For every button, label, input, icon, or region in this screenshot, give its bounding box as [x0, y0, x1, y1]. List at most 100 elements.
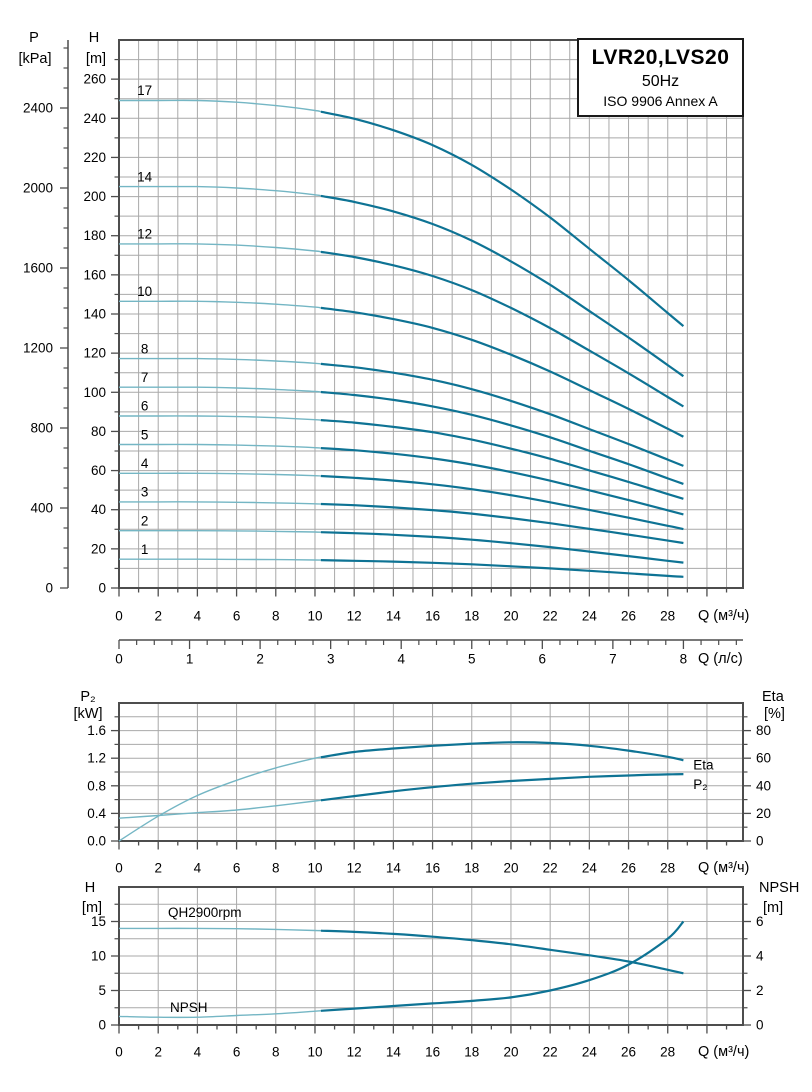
curve-P₂	[118, 773, 684, 819]
curves	[118, 99, 685, 578]
svg-text:800: 800	[30, 421, 53, 436]
svg-text:2: 2	[756, 983, 764, 998]
svg-text:P₂: P₂	[693, 777, 707, 792]
svg-text:18: 18	[464, 861, 479, 876]
svg-text:160: 160	[83, 267, 106, 282]
svg-text:18: 18	[464, 1045, 479, 1060]
curve-QH2900rpm	[119, 927, 684, 975]
svg-text:4: 4	[756, 949, 764, 964]
svg-text:80: 80	[756, 723, 771, 738]
svg-text:3: 3	[141, 485, 149, 500]
svg-text:NPSH: NPSH	[170, 1000, 208, 1015]
svg-text:2: 2	[256, 652, 264, 667]
svg-text:0: 0	[98, 581, 106, 596]
svg-text:12: 12	[347, 861, 362, 876]
svg-text:28: 28	[660, 1045, 675, 1060]
svg-text:24: 24	[582, 609, 598, 624]
svg-text:18: 18	[464, 609, 479, 624]
svg-text:6: 6	[141, 399, 149, 414]
svg-text:5: 5	[468, 652, 476, 667]
svg-text:3: 3	[327, 652, 335, 667]
svg-text:16: 16	[425, 1045, 440, 1060]
svg-text:24: 24	[582, 1045, 598, 1060]
curve-3	[118, 501, 684, 545]
svg-text:100: 100	[83, 385, 106, 400]
svg-text:6: 6	[233, 861, 241, 876]
svg-text:28: 28	[660, 861, 675, 876]
svg-text:1.2: 1.2	[87, 751, 106, 766]
svg-text:4: 4	[194, 861, 202, 876]
svg-text:2400: 2400	[23, 101, 53, 116]
svg-text:6: 6	[539, 652, 547, 667]
svg-text:40: 40	[91, 502, 106, 517]
svg-text:14: 14	[137, 169, 153, 184]
svg-text:12: 12	[347, 1045, 362, 1060]
svg-text:26: 26	[621, 609, 636, 624]
svg-text:0.0: 0.0	[87, 834, 106, 849]
svg-text:8: 8	[272, 861, 280, 876]
npsh-axis-title: NPSH	[759, 880, 800, 896]
svg-text:140: 140	[83, 307, 106, 322]
svg-text:4: 4	[397, 652, 405, 667]
h-axis-title: H	[88, 30, 100, 46]
curve-inline-labels: QH2900rpm NPSH	[168, 905, 242, 1015]
grid	[119, 40, 743, 588]
axis-ticks	[111, 58, 728, 597]
flow-axis-label-mid: Q (м³/ч)	[698, 860, 750, 876]
flow-axis-label-m3h: Q (м³/ч)	[698, 608, 750, 624]
eta-axis-unit: [%]	[764, 706, 785, 722]
svg-text:120: 120	[83, 346, 106, 361]
p-axis-title: P	[29, 30, 39, 46]
svg-text:6: 6	[233, 609, 241, 624]
curve-5	[119, 443, 684, 516]
svg-text:16: 16	[425, 861, 440, 876]
curve-7	[119, 386, 684, 485]
curves	[118, 920, 685, 1019]
svg-text:2: 2	[141, 513, 149, 528]
svg-text:220: 220	[83, 150, 106, 165]
curves	[118, 741, 684, 842]
curve-4	[118, 472, 684, 531]
p-axis-unit: [kPa]	[18, 51, 52, 67]
flow-axis-label-bot: Q (м³/ч)	[698, 1044, 750, 1060]
curve-NPSH	[118, 920, 685, 1019]
svg-text:5: 5	[98, 983, 106, 998]
axis-ticks	[111, 903, 751, 1034]
svg-text:1: 1	[141, 542, 149, 557]
svg-text:8: 8	[272, 609, 280, 624]
svg-text:10: 10	[91, 949, 106, 964]
svg-text:0: 0	[756, 834, 764, 849]
curve-1	[119, 558, 684, 578]
svg-text:2000: 2000	[23, 181, 53, 196]
svg-text:10: 10	[307, 861, 322, 876]
svg-text:28: 28	[660, 609, 675, 624]
iso-standard-label: ISO 9906 Annex A	[603, 93, 718, 109]
svg-text:8: 8	[141, 341, 149, 356]
svg-text:400: 400	[30, 501, 53, 516]
svg-text:0: 0	[115, 1045, 123, 1060]
eta-axis-title: Eta	[762, 689, 784, 705]
p-axis: 0 400 800 1200 1600 2000 2400	[23, 40, 69, 596]
svg-text:0: 0	[756, 1018, 764, 1033]
svg-text:4: 4	[194, 609, 202, 624]
svg-text:240: 240	[83, 111, 106, 126]
curve-12	[119, 243, 684, 408]
svg-text:0: 0	[115, 652, 123, 667]
svg-text:0: 0	[98, 1018, 106, 1033]
svg-text:22: 22	[543, 609, 558, 624]
svg-text:4: 4	[194, 1045, 202, 1060]
curve-Eta	[118, 741, 684, 842]
h-small-axis-title: H	[84, 880, 96, 896]
svg-text:180: 180	[83, 228, 106, 243]
svg-text:26: 26	[621, 1045, 636, 1060]
p2-axis-unit: [kW]	[73, 706, 103, 722]
svg-text:60: 60	[756, 751, 771, 766]
svg-text:8: 8	[680, 652, 688, 667]
svg-text:80: 80	[91, 424, 106, 439]
h-axis-unit: [m]	[85, 51, 107, 67]
